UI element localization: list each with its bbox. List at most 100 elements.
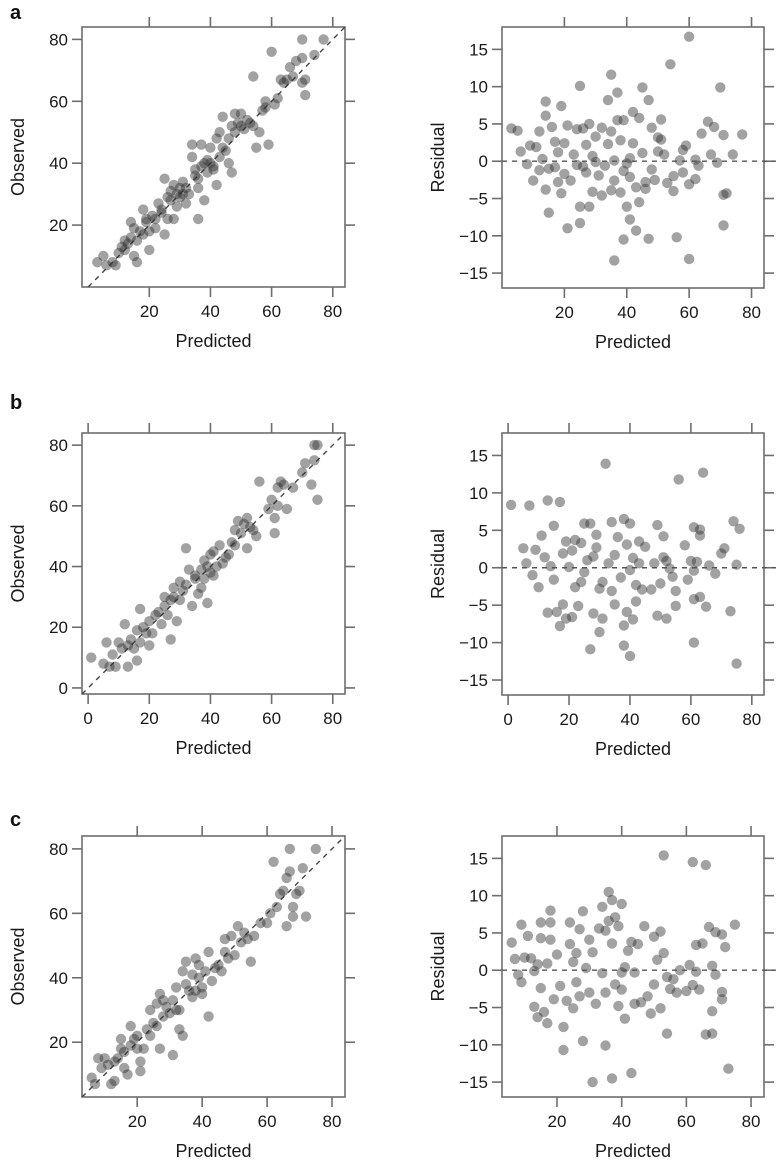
data-point	[558, 1044, 569, 1056]
data-point	[563, 561, 575, 573]
data-point	[540, 96, 551, 107]
y-tick-label: 20	[49, 618, 68, 637]
data-point	[229, 950, 240, 961]
data-point	[165, 594, 176, 606]
data-point	[96, 1062, 107, 1074]
data-point	[667, 571, 678, 582]
data-point	[171, 201, 182, 212]
data-point	[551, 606, 562, 618]
data-point	[141, 213, 152, 225]
data-point	[138, 622, 149, 633]
data-point	[587, 186, 598, 197]
data-point	[652, 610, 663, 621]
data-point	[697, 938, 708, 949]
data-point	[710, 927, 721, 938]
data-point	[151, 1020, 162, 1032]
data-point	[594, 626, 605, 638]
data-point	[254, 127, 265, 138]
data-point	[537, 153, 548, 165]
x-axis-title: Predicted	[595, 739, 671, 759]
data-point	[272, 93, 283, 104]
data-point	[540, 110, 551, 121]
data-point	[627, 106, 639, 118]
plot-area	[87, 27, 345, 287]
data-point	[531, 141, 542, 153]
data-point	[549, 136, 561, 147]
data-point	[588, 551, 599, 562]
data-point	[141, 1024, 153, 1035]
data-point	[728, 516, 739, 527]
data-point	[287, 482, 299, 493]
y-tick-label: 60	[49, 92, 68, 111]
plot-frame	[81, 432, 346, 695]
y-tick-label: 5	[479, 115, 488, 134]
data-point	[135, 1056, 146, 1067]
data-point	[658, 947, 669, 959]
data-point	[217, 142, 228, 153]
data-point	[232, 921, 244, 932]
x-tick-label: 60	[258, 1112, 277, 1131]
data-point	[159, 600, 170, 612]
data-point	[668, 974, 679, 985]
data-point	[216, 966, 227, 977]
data-point	[627, 552, 639, 564]
data-point	[159, 229, 170, 240]
data-point	[655, 134, 667, 145]
data-point	[266, 494, 277, 505]
data-point	[677, 144, 689, 156]
data-point	[186, 139, 198, 150]
data-point	[122, 661, 134, 672]
data-point	[199, 195, 210, 206]
plot-frame	[501, 835, 765, 1098]
data-point	[564, 917, 576, 928]
data-point	[629, 967, 640, 978]
data-point	[721, 188, 732, 199]
data-point	[551, 949, 563, 960]
data-point	[229, 108, 241, 119]
data-point	[557, 599, 569, 610]
data-point	[682, 574, 693, 585]
y-tick-label: 80	[49, 436, 68, 455]
data-point	[272, 482, 283, 493]
data-point	[606, 126, 617, 137]
data-point	[630, 225, 642, 236]
panel-b-observed: 0 20 40 60 80 0 20 40 60 80 Predicted Observed	[8, 423, 355, 758]
data-point	[716, 994, 728, 1005]
data-point	[134, 637, 146, 648]
data-point	[171, 188, 182, 200]
data-point	[183, 188, 195, 200]
data-point	[622, 945, 634, 956]
data-point	[109, 1075, 120, 1087]
y-axis-title: Residual	[428, 122, 448, 192]
plot-frame	[81, 835, 346, 1098]
data-point	[167, 1049, 179, 1061]
data-point	[688, 637, 700, 648]
y-axis-title: Residual	[428, 529, 448, 599]
x-tick-label: 60	[681, 710, 700, 729]
data-point	[154, 988, 166, 1000]
y-tick-label: 20	[49, 1033, 68, 1052]
data-point	[600, 458, 611, 469]
data-point	[290, 55, 302, 67]
plot-area	[82, 433, 345, 694]
data-point	[239, 927, 250, 938]
data-point	[180, 579, 192, 590]
plot-area	[505, 458, 745, 669]
data-point	[505, 499, 517, 511]
data-point	[141, 628, 152, 639]
data-point	[125, 216, 137, 228]
x-tick-label: 80	[742, 303, 761, 322]
data-point	[186, 600, 198, 612]
data-point	[585, 518, 596, 529]
data-point	[102, 1059, 114, 1071]
data-point	[606, 585, 617, 597]
data-point	[144, 244, 155, 256]
data-point	[174, 182, 186, 194]
data-point	[679, 540, 690, 551]
x-tick-label: 80	[742, 710, 761, 729]
data-point	[119, 1046, 130, 1058]
data-point	[648, 979, 660, 990]
data-point	[576, 576, 587, 588]
data-point	[291, 888, 302, 900]
data-point	[700, 601, 712, 612]
